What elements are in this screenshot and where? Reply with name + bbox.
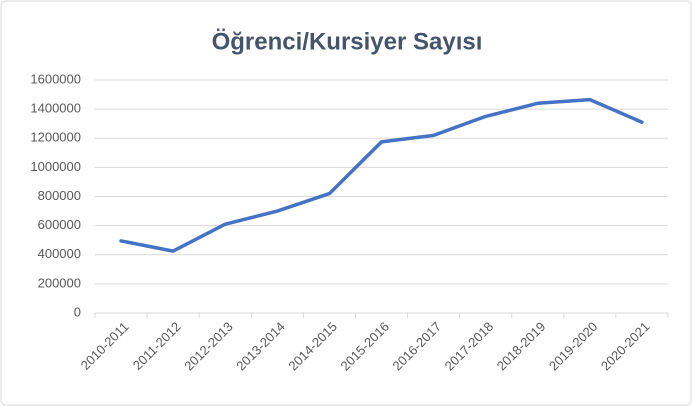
y-tick-label: 1000000 <box>30 159 81 174</box>
y-tick-label: 1200000 <box>30 130 81 145</box>
y-tick-label: 200000 <box>38 275 81 290</box>
y-tick-label: 1400000 <box>30 101 81 116</box>
y-tick-label: 400000 <box>38 246 81 261</box>
chart-title: Öğrenci/Kursiyer Sayısı <box>212 28 483 55</box>
y-tick-label: 600000 <box>38 217 81 232</box>
y-tick-label: 1600000 <box>30 71 81 86</box>
y-tick-label: 0 <box>74 304 81 319</box>
data-line <box>119 97 644 253</box>
y-tick-label: 800000 <box>38 188 81 203</box>
